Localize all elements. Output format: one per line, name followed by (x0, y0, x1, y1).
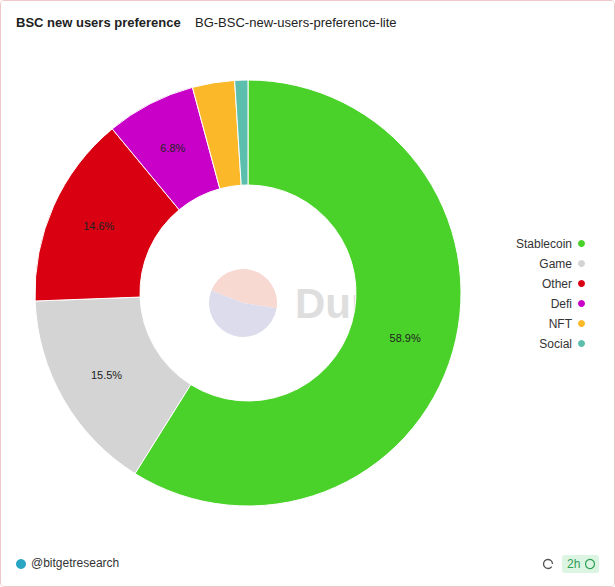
svg-text:Social: Social (539, 337, 572, 351)
svg-text:Other: Other (542, 277, 572, 291)
svg-text:2h: 2h (567, 557, 580, 571)
svg-text:Game: Game (539, 257, 572, 271)
svg-text:@bitgetresearch: @bitgetresearch (31, 556, 119, 570)
svg-text:Dune: Dune (295, 279, 400, 327)
svg-text:BG-BSC-new-users-preference-li: BG-BSC-new-users-preference-lite (195, 15, 397, 30)
svg-text:Defi: Defi (551, 297, 572, 311)
svg-text:15.5%: 15.5% (91, 369, 122, 381)
svg-text:6.8%: 6.8% (160, 142, 185, 154)
svg-text:58.9%: 58.9% (390, 332, 421, 344)
svg-text:BSC new users preference: BSC new users preference (16, 15, 181, 30)
svg-text:14.6%: 14.6% (83, 220, 114, 232)
svg-text:Stablecoin: Stablecoin (516, 237, 572, 251)
svg-text:NFT: NFT (549, 317, 573, 331)
